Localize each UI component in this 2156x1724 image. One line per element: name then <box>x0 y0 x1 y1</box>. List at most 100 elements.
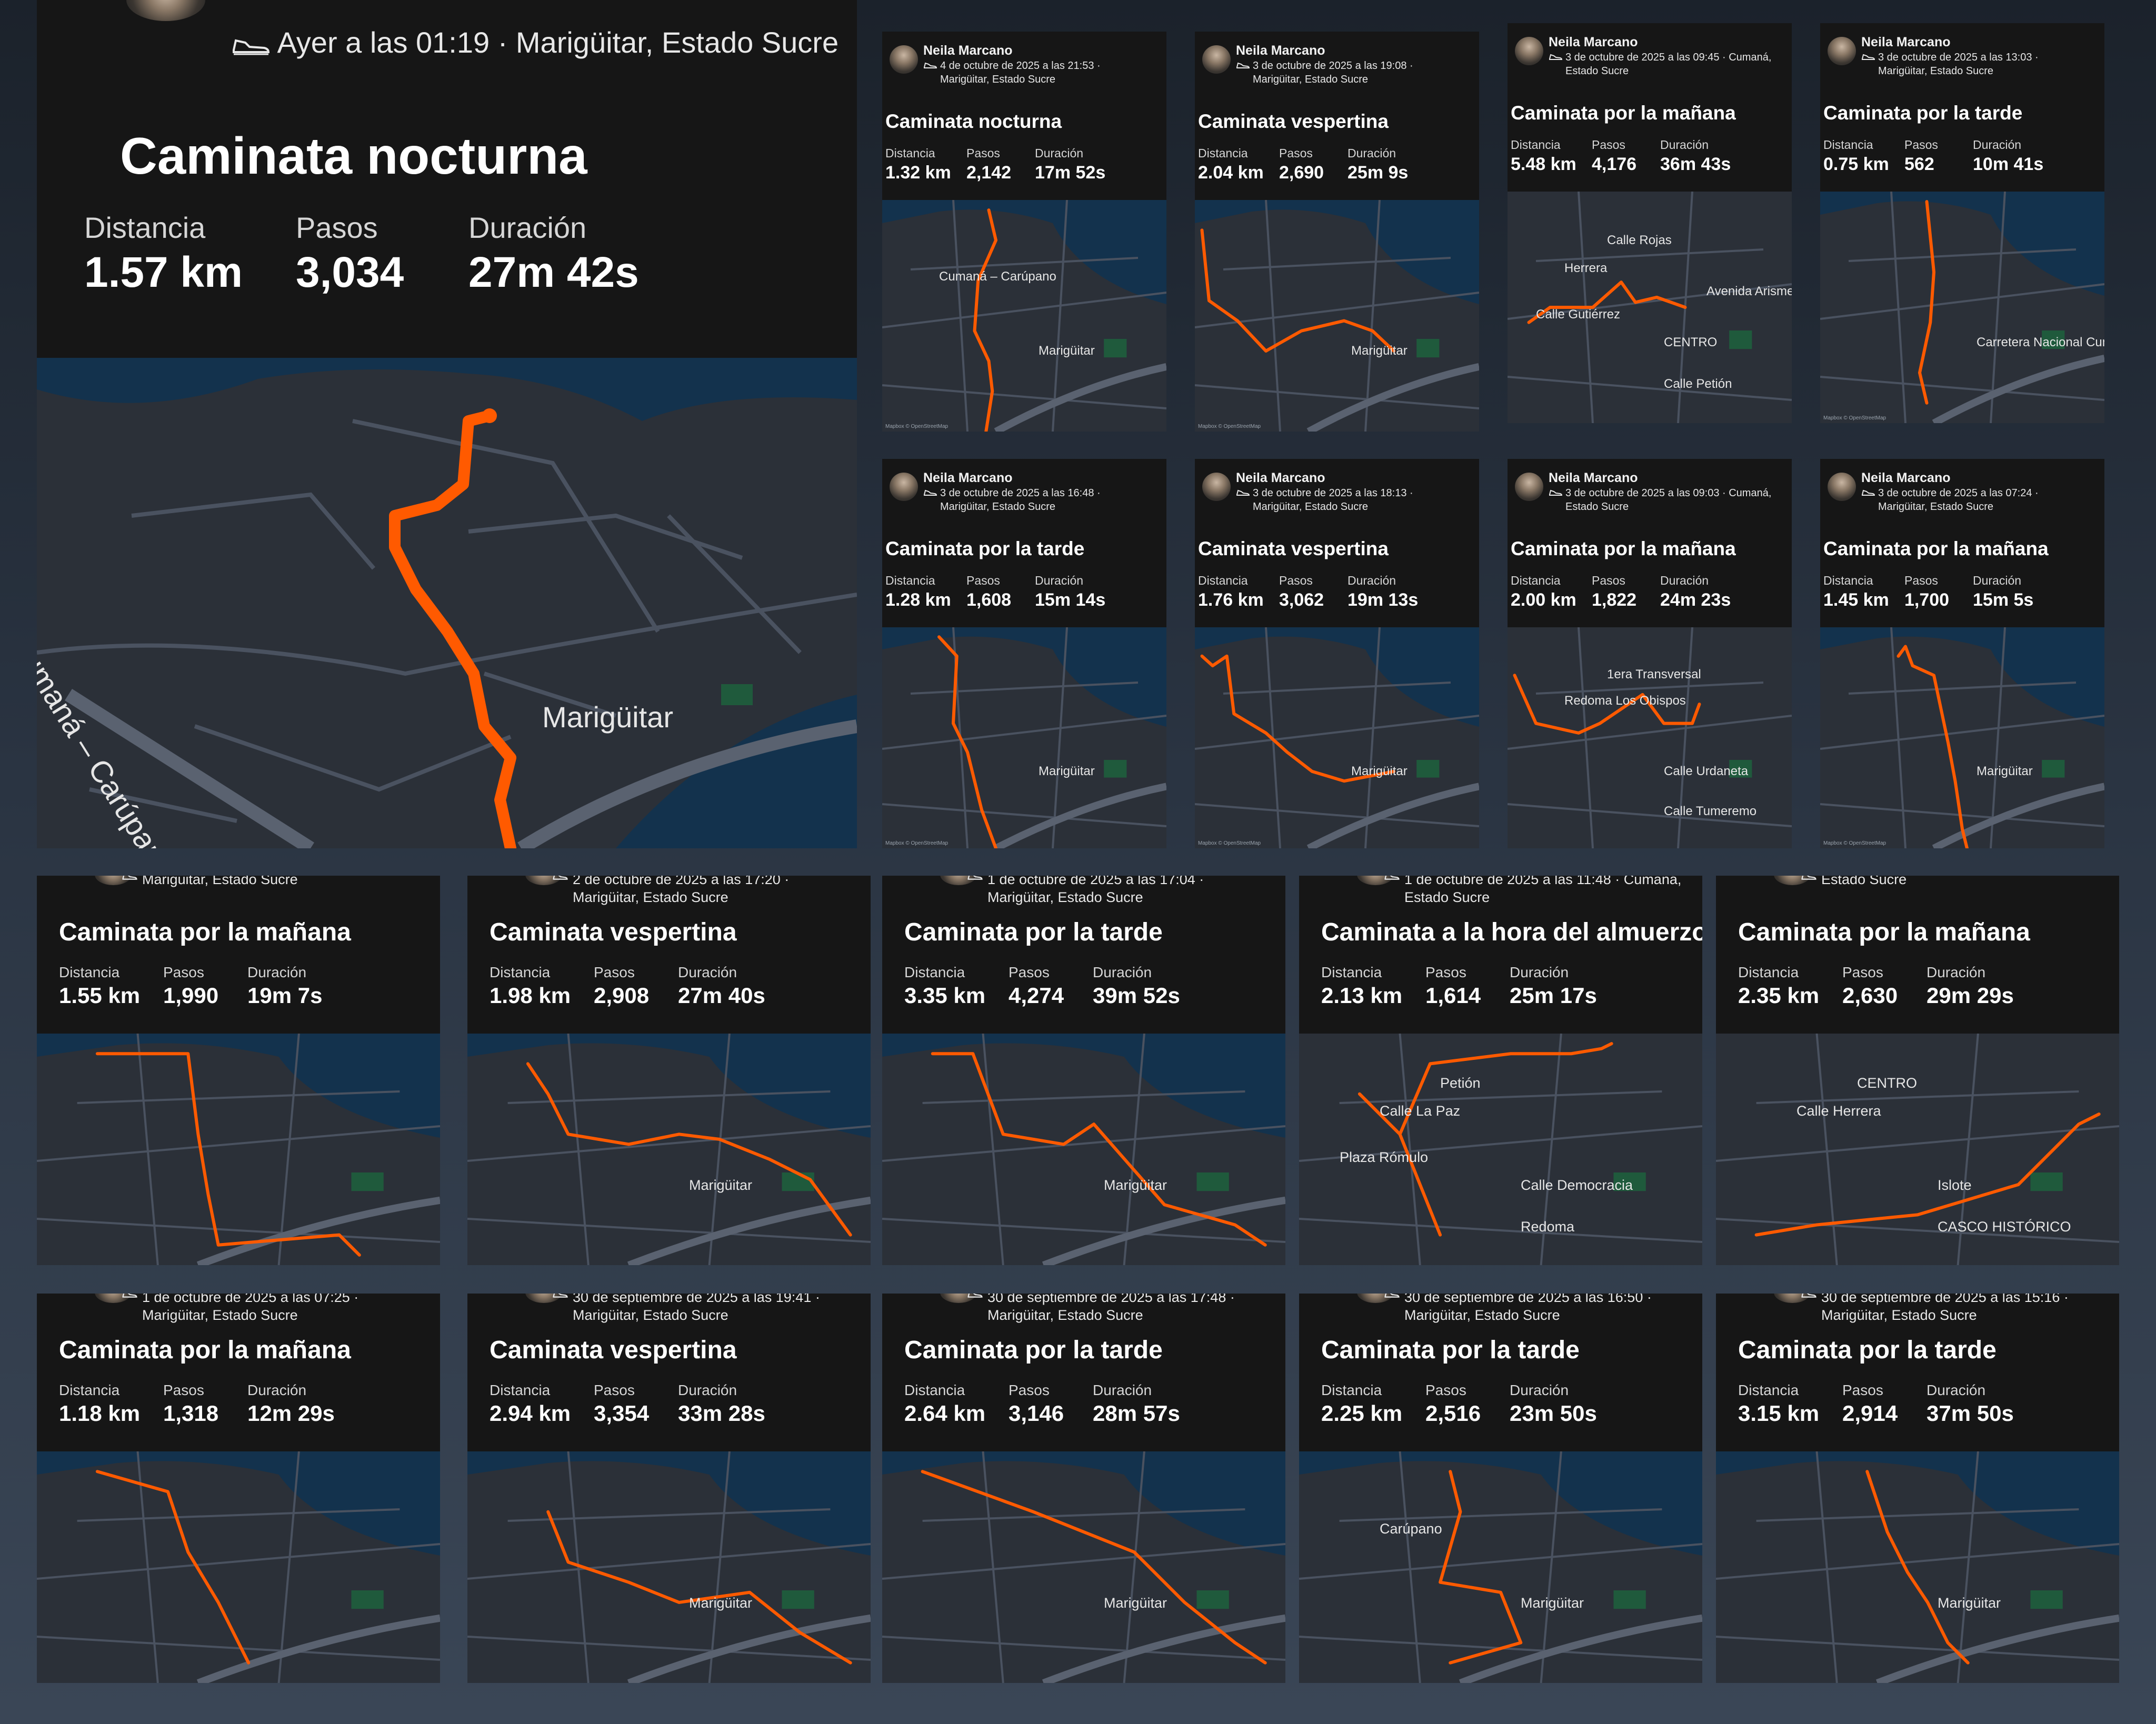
athlete-name[interactable]: Neila Marcano <box>923 43 1013 58</box>
activity-meta-line: 1 de octubre de 2025 a las 17:04 · <box>987 876 1204 887</box>
route-map[interactable]: Islote Calle Herrera CENTRO CASCO HISTÓRICO <box>1716 1034 2119 1265</box>
distance-label: Distancia <box>490 1382 551 1398</box>
athlete-name[interactable]: Neila Marcano <box>1236 43 1325 58</box>
route-map[interactable]: Marigüitar <box>467 1451 871 1683</box>
map-label: CENTRO <box>1664 335 1718 349</box>
avatar[interactable] <box>525 1294 562 1303</box>
avatar[interactable] <box>1828 473 1856 501</box>
avatar[interactable] <box>890 473 918 501</box>
map-label: Calle Tumeremo <box>1664 804 1757 818</box>
activity-title[interactable]: Caminata nocturna <box>120 127 587 185</box>
activity-card[interactable]: 1 de octubre de 2025 a las 17:04 · Marigü… <box>882 876 1285 1265</box>
route-map[interactable]: Marigüitar Mapbox © OpenStreetMap <box>882 627 1166 848</box>
avatar[interactable] <box>1202 473 1231 501</box>
activity-title[interactable]: Caminata por la mañana <box>1738 918 2030 946</box>
activity-card[interactable]: Neila Marcano 3 de octubre de 2025 a las… <box>1195 459 1479 848</box>
activity-title[interactable]: Caminata por la tarde <box>904 1336 1163 1364</box>
avatar[interactable] <box>1774 876 1811 885</box>
route-map[interactable]: Marigüitar Mapbox © OpenStreetMap <box>1195 200 1479 432</box>
avatar[interactable] <box>940 876 977 885</box>
athlete-name[interactable]: Neila Marcano <box>1549 470 1638 485</box>
activity-title[interactable]: Caminata por la mañana <box>1823 538 2049 559</box>
activity-card[interactable]: Neila Marcano 3 de octubre de 2025 a las… <box>1508 23 1792 423</box>
activity-title[interactable]: Caminata por la mañana <box>1511 102 1736 124</box>
route-map[interactable]: Marigüitar Cumaná – Carúpano Mapbox © Ope… <box>882 200 1166 432</box>
route-map[interactable]: Carretera Nacional Cumaná - Carúpano Map… <box>1820 192 2104 423</box>
distance-value: 2.00 km <box>1511 590 1576 610</box>
avatar[interactable] <box>1357 876 1394 885</box>
route-map[interactable] <box>37 1034 440 1265</box>
featured-activity-card[interactable]: Ayer a las 01:19 · Marigüitar, Estado Su… <box>37 0 857 848</box>
avatar[interactable] <box>890 45 918 74</box>
activity-card[interactable]: 30 de septiembre de 2025 a las 15:16 · Ma… <box>1716 1294 2119 1683</box>
activity-title[interactable]: Caminata por la tarde <box>1738 1336 1997 1364</box>
activity-card[interactable]: Estado Sucre Caminata por la mañana Dist… <box>1716 876 2119 1265</box>
activity-title[interactable]: Caminata por la mañana <box>59 1336 351 1364</box>
avatar[interactable] <box>126 0 205 21</box>
activity-card[interactable]: Neila Marcano 3 de octubre de 2025 a las… <box>882 459 1166 848</box>
route-map[interactable]: Marigüitar <box>467 1034 871 1265</box>
athlete-name[interactable]: Neila Marcano <box>1861 35 1951 49</box>
route-map[interactable]: Calle Democracia Calle La Paz Petión Redoma… <box>1299 1034 1702 1265</box>
activity-title[interactable]: Caminata vespertina <box>1198 111 1389 132</box>
avatar[interactable] <box>1202 45 1231 74</box>
avatar[interactable] <box>95 1294 132 1303</box>
activity-title[interactable]: Caminata vespertina <box>1198 538 1389 559</box>
activity-card[interactable]: Neila Marcano 3 de octubre de 2025 a las… <box>1820 459 2104 848</box>
activity-header: 1 de octubre de 2025 a las 17:04 · Marigü… <box>882 876 1285 1034</box>
athlete-name[interactable]: Neila Marcano <box>923 470 1013 485</box>
activity-card[interactable]: 2 de octubre de 2025 a las 17:20 · Marigü… <box>467 876 871 1265</box>
activity-card[interactable]: Neila Marcano 4 de octubre de 2025 a las… <box>882 32 1166 432</box>
activity-title[interactable]: Caminata por la tarde <box>1321 1336 1580 1364</box>
route-map[interactable]: Marigüitar <box>882 1034 1285 1265</box>
route-map[interactable]: Marigüitar <box>882 1451 1285 1683</box>
activity-card[interactable]: 30 de septiembre de 2025 a las 16:50 · Ma… <box>1299 1294 1702 1683</box>
route-map[interactable]: Marigüitar Carúpano <box>1299 1451 1702 1683</box>
activity-title[interactable]: Caminata por la tarde <box>885 538 1085 559</box>
avatar[interactable] <box>95 876 132 885</box>
activity-title[interactable]: Caminata por la mañana <box>1511 538 1736 559</box>
activity-card[interactable]: Neila Marcano 3 de octubre de 2025 a las… <box>1820 23 2104 423</box>
activity-card[interactable]: 30 de septiembre de 2025 a las 17:48 · Ma… <box>882 1294 1285 1683</box>
activity-card[interactable]: 1 de octubre de 2025 a las 07:25 · Marigü… <box>37 1294 440 1683</box>
route-map[interactable]: Cumaná – Carúpano Marigüitar <box>37 358 857 848</box>
map-attribution: Mapbox © OpenStreetMap <box>885 424 949 429</box>
route-map[interactable]: Calle Urdaneta Redoma Los Obispos 1era Tra… <box>1508 627 1792 848</box>
avatar[interactable] <box>1515 37 1543 65</box>
activity-title[interactable]: Caminata vespertina <box>490 1336 737 1364</box>
activity-title[interactable]: Caminata a la hora del almuerzo <box>1321 918 1702 946</box>
activity-card[interactable]: Neila Marcano 3 de octubre de 2025 a las… <box>1508 459 1792 848</box>
avatar[interactable] <box>525 876 562 885</box>
activity-title[interactable]: Caminata por la tarde <box>904 918 1163 946</box>
athlete-name[interactable]: Neila Marcano <box>1861 470 1951 485</box>
route-map[interactable] <box>37 1451 440 1683</box>
activity-card[interactable]: 30 de septiembre de 2025 a las 19:41 · Ma… <box>467 1294 871 1683</box>
activity-card[interactable]: 1 de octubre de 2025 a las 11:48 · Cuman… <box>1299 876 1702 1265</box>
activity-title[interactable]: Caminata por la tarde <box>1823 102 2023 124</box>
activity-meta-line: 3 de octubre de 2025 a las 09:03 · Cuman… <box>1565 487 1772 499</box>
activity-title[interactable]: Caminata vespertina <box>490 918 737 946</box>
activity-title[interactable]: Caminata por la mañana <box>59 918 351 946</box>
route-map[interactable]: CENTRO Herrera Calle Rojas Calle Petión Call… <box>1508 192 1792 423</box>
distance-label: Distancia <box>490 964 551 980</box>
duration-label: Duración <box>1093 964 1152 980</box>
activity-title[interactable]: Caminata nocturna <box>885 111 1062 132</box>
avatar[interactable] <box>1828 37 1856 65</box>
activity-card[interactable]: Marigüitar, Estado Sucre Caminata por la… <box>37 876 440 1265</box>
avatar[interactable] <box>1357 1294 1394 1303</box>
avatar[interactable] <box>1515 473 1543 501</box>
map-label: Petión <box>1440 1075 1481 1091</box>
activity-card[interactable]: Neila Marcano 3 de octubre de 2025 a las… <box>1195 32 1479 432</box>
route-map[interactable]: Marigüitar Mapbox © OpenStreetMap <box>1195 627 1479 848</box>
athlete-name[interactable]: Neila Marcano <box>1236 470 1325 485</box>
route-map-graphic <box>467 1034 871 1265</box>
activity-header: 30 de septiembre de 2025 a las 17:48 · Ma… <box>882 1294 1285 1451</box>
route-map[interactable]: Marigüitar Mapbox © OpenStreetMap <box>1820 627 2104 848</box>
map-attribution: Mapbox © OpenStreetMap <box>1198 840 1261 846</box>
shoe-icon <box>967 1294 983 1298</box>
avatar[interactable] <box>940 1294 977 1303</box>
route-map[interactable]: Marigüitar <box>1716 1451 2119 1683</box>
steps-value: 2,516 <box>1425 1401 1481 1426</box>
avatar[interactable] <box>1774 1294 1811 1303</box>
athlete-name[interactable]: Neila Marcano <box>1549 35 1638 49</box>
